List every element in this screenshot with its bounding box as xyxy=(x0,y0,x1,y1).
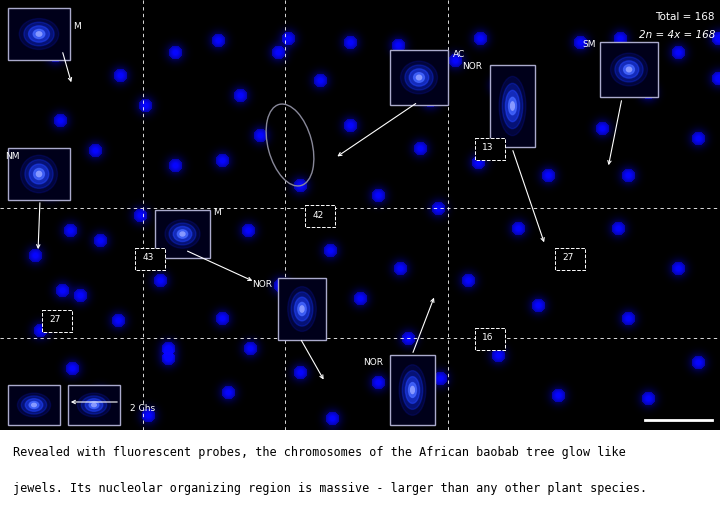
Bar xyxy=(390,355,435,425)
Text: 2 Chs: 2 Chs xyxy=(130,404,155,413)
Ellipse shape xyxy=(165,220,200,248)
Ellipse shape xyxy=(503,83,523,128)
Ellipse shape xyxy=(416,75,422,80)
Ellipse shape xyxy=(174,226,192,242)
Ellipse shape xyxy=(24,22,54,46)
Ellipse shape xyxy=(36,32,42,36)
Bar xyxy=(555,248,585,270)
Text: 27: 27 xyxy=(49,316,60,324)
Ellipse shape xyxy=(180,232,185,236)
Ellipse shape xyxy=(30,164,49,184)
Ellipse shape xyxy=(409,69,429,86)
Text: 13: 13 xyxy=(482,144,494,152)
Text: SM: SM xyxy=(582,40,596,49)
Text: M: M xyxy=(213,208,221,217)
Ellipse shape xyxy=(508,97,516,115)
Ellipse shape xyxy=(29,401,39,409)
Bar xyxy=(305,205,335,227)
Ellipse shape xyxy=(626,67,631,72)
Text: NOR: NOR xyxy=(462,62,482,71)
Ellipse shape xyxy=(402,371,423,409)
Text: jewels. Its nucleolar organizing region is massive - larger than any other plant: jewels. Its nucleolar organizing region … xyxy=(13,482,647,495)
Ellipse shape xyxy=(169,223,196,245)
Ellipse shape xyxy=(410,386,415,394)
Ellipse shape xyxy=(29,26,50,42)
Ellipse shape xyxy=(405,65,433,90)
Bar xyxy=(390,50,448,105)
Text: NM: NM xyxy=(5,152,19,161)
Ellipse shape xyxy=(619,61,639,78)
Ellipse shape xyxy=(288,287,316,331)
Text: Total = 168: Total = 168 xyxy=(655,12,715,22)
Ellipse shape xyxy=(89,401,99,409)
Ellipse shape xyxy=(499,76,526,136)
Ellipse shape xyxy=(37,172,42,177)
Ellipse shape xyxy=(624,64,634,74)
Bar xyxy=(68,385,120,425)
Ellipse shape xyxy=(177,230,188,238)
Ellipse shape xyxy=(294,297,310,321)
Ellipse shape xyxy=(413,73,424,82)
Text: AC: AC xyxy=(453,50,465,59)
Text: NOR: NOR xyxy=(363,358,383,367)
Bar xyxy=(42,310,72,332)
Ellipse shape xyxy=(298,303,306,316)
Ellipse shape xyxy=(81,396,107,414)
Bar xyxy=(278,278,326,340)
Ellipse shape xyxy=(400,61,438,94)
Ellipse shape xyxy=(25,399,42,411)
Ellipse shape xyxy=(22,396,47,414)
Ellipse shape xyxy=(91,404,96,407)
Ellipse shape xyxy=(505,90,520,122)
Ellipse shape xyxy=(85,399,103,411)
Ellipse shape xyxy=(510,102,514,110)
Text: M: M xyxy=(73,22,81,31)
Bar xyxy=(600,42,658,97)
Ellipse shape xyxy=(399,365,426,415)
Ellipse shape xyxy=(21,155,58,193)
Text: 16: 16 xyxy=(482,333,494,343)
Text: 42: 42 xyxy=(312,211,323,219)
Text: NOR: NOR xyxy=(252,280,272,289)
Text: 43: 43 xyxy=(143,253,153,263)
Text: Revealed with fluorescent probes, the chromosomes of the African baobab tree glo: Revealed with fluorescent probes, the ch… xyxy=(13,446,626,459)
Ellipse shape xyxy=(17,393,50,417)
Ellipse shape xyxy=(405,376,420,404)
Ellipse shape xyxy=(611,53,647,86)
Ellipse shape xyxy=(291,292,313,326)
Bar xyxy=(490,65,535,147)
Bar xyxy=(155,210,210,258)
Bar xyxy=(8,148,70,200)
Ellipse shape xyxy=(615,57,643,82)
Ellipse shape xyxy=(19,19,59,49)
Bar xyxy=(8,8,70,60)
Bar xyxy=(135,248,165,270)
Bar xyxy=(8,385,60,425)
Bar xyxy=(475,328,505,350)
Text: 2n = 4x = 168: 2n = 4x = 168 xyxy=(639,30,715,40)
Ellipse shape xyxy=(32,404,36,407)
Ellipse shape xyxy=(78,393,111,417)
Ellipse shape xyxy=(408,383,416,397)
Ellipse shape xyxy=(300,306,304,312)
Ellipse shape xyxy=(34,168,45,179)
Bar xyxy=(475,138,505,160)
Ellipse shape xyxy=(33,30,45,38)
Text: 27: 27 xyxy=(562,253,574,263)
Ellipse shape xyxy=(25,160,53,188)
